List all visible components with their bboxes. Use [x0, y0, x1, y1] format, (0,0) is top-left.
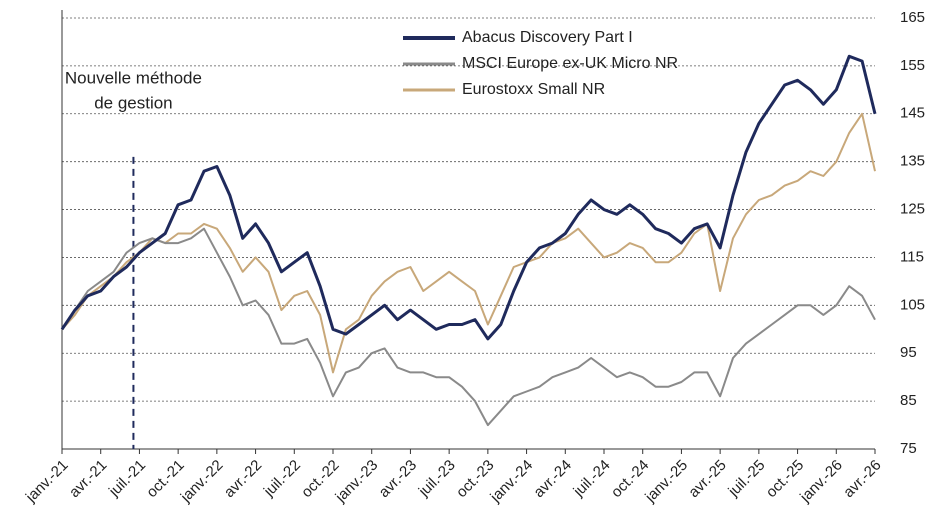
- legend-label: MSCI Europe ex-UK Micro NR: [462, 55, 678, 72]
- series-line: [61, 227, 876, 427]
- y-tick-label: 125: [900, 201, 925, 218]
- x-tick-label: avr.-25: [685, 457, 729, 501]
- y-tick-label: 135: [900, 153, 925, 170]
- x-tick-label: avr.-24: [530, 457, 574, 501]
- y-tick-label: 165: [900, 9, 925, 26]
- x-tick-label: janv.-21: [22, 457, 72, 507]
- annotation-text: Nouvelle méthode: [65, 68, 202, 87]
- y-tick-label: 85: [900, 392, 917, 409]
- y-tick-label: 115: [900, 248, 924, 265]
- y-tick-label: 75: [900, 440, 917, 457]
- series-line: [60, 54, 877, 341]
- x-tick-label: janv.-23: [332, 457, 382, 507]
- x-tick-label: avr.-23: [376, 457, 420, 501]
- series-line: [61, 112, 876, 374]
- x-tick-label: janv.-25: [641, 457, 691, 507]
- x-tick-label: juil.-21: [105, 457, 149, 501]
- x-tick-label: avr.-26: [840, 457, 884, 501]
- y-tick-label: 105: [900, 296, 925, 313]
- x-tick-label: juil.-24: [570, 457, 614, 501]
- legend-label: Eurostoxx Small NR: [462, 81, 605, 98]
- x-tick-label: avr.-21: [66, 457, 110, 501]
- y-tick-label: 95: [900, 344, 917, 361]
- x-tick-label: janv.-22: [177, 457, 227, 507]
- x-tick-label: janv.-26: [796, 457, 846, 507]
- x-tick-label: juil.-22: [260, 457, 304, 501]
- legend-label: Abacus Discovery Part I: [462, 29, 633, 46]
- x-tick-label: avr.-22: [221, 457, 265, 501]
- x-tick-label: juil.-23: [415, 457, 459, 501]
- x-tick-label: juil.-25: [725, 457, 769, 501]
- annotation-text: de gestion: [94, 93, 172, 112]
- x-tick-label: janv.-24: [487, 457, 537, 507]
- y-tick-label: 145: [900, 105, 925, 122]
- y-tick-label: 155: [900, 57, 925, 74]
